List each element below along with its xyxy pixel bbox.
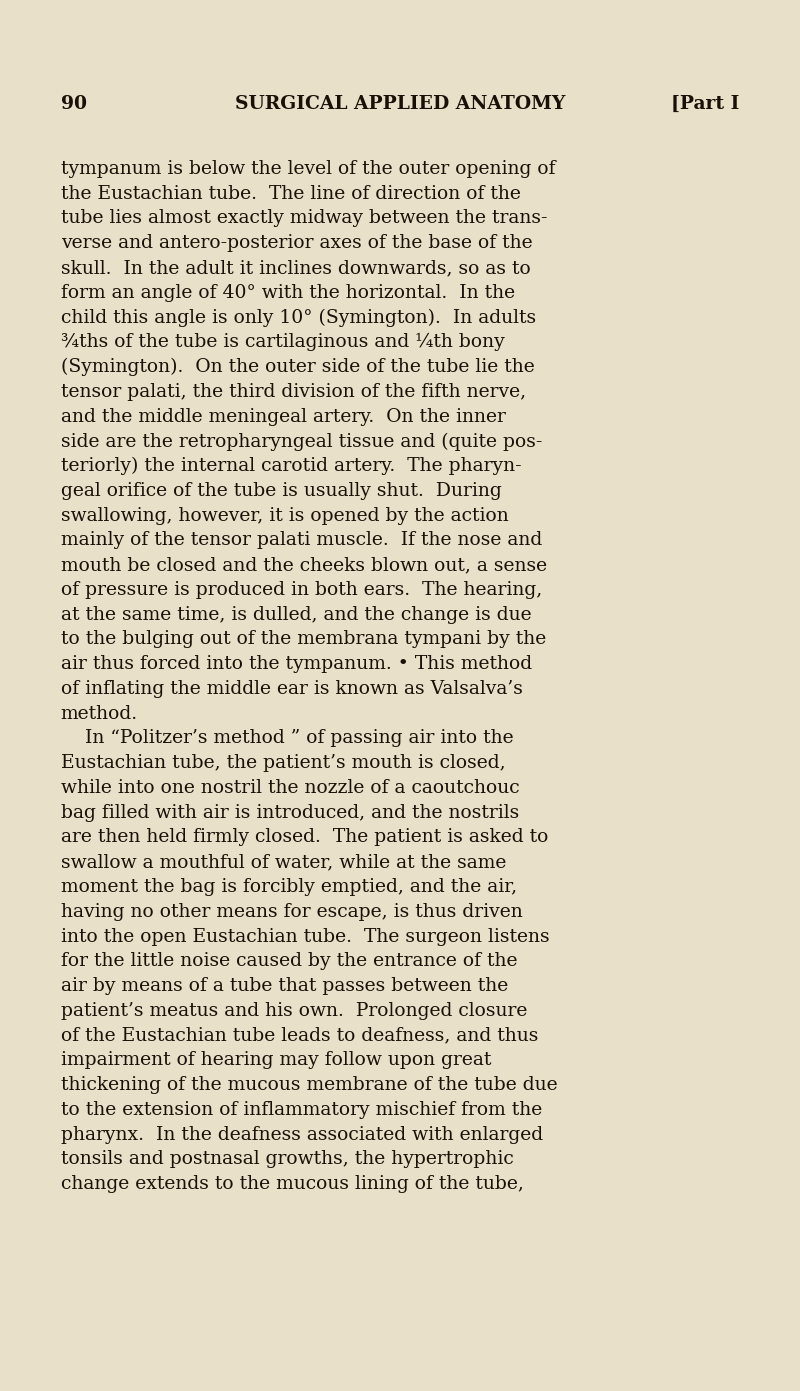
Text: method.: method.: [61, 705, 138, 723]
Text: to the extension of inflammatory mischief from the: to the extension of inflammatory mischie…: [61, 1100, 542, 1118]
Text: mouth be closed and the cheeks blown out, a sense: mouth be closed and the cheeks blown out…: [61, 556, 547, 574]
Text: moment the bag is forcibly emptied, and the air,: moment the bag is forcibly emptied, and …: [61, 878, 517, 896]
Text: bag filled with air is introduced, and the nostrils: bag filled with air is introduced, and t…: [61, 804, 519, 822]
Text: geal orifice of the tube is usually shut.  During: geal orifice of the tube is usually shut…: [61, 481, 502, 499]
Text: mainly of the tensor palati muscle.  If the nose and: mainly of the tensor palati muscle. If t…: [61, 531, 542, 549]
Text: and the middle meningeal artery.  On the inner: and the middle meningeal artery. On the …: [61, 408, 506, 426]
Text: patient’s meatus and his own.  Prolonged closure: patient’s meatus and his own. Prolonged …: [61, 1002, 527, 1020]
Text: to the bulging out of the membrana tympani by the: to the bulging out of the membrana tympa…: [61, 630, 546, 648]
Text: child this angle is only 10° (Symington).  In adults: child this angle is only 10° (Symington)…: [61, 309, 536, 327]
Text: swallow a mouthful of water, while at the same: swallow a mouthful of water, while at th…: [61, 853, 506, 871]
Text: change extends to the mucous lining of the tube,: change extends to the mucous lining of t…: [61, 1175, 524, 1193]
Text: (Symington).  On the outer side of the tube lie the: (Symington). On the outer side of the tu…: [61, 357, 534, 377]
Text: of pressure is produced in both ears.  The hearing,: of pressure is produced in both ears. Th…: [61, 581, 542, 600]
Text: are then held firmly closed.  The patient is asked to: are then held firmly closed. The patient…: [61, 829, 548, 847]
Text: impairment of hearing may follow upon great: impairment of hearing may follow upon gr…: [61, 1052, 491, 1070]
Text: side are the retropharyngeal tissue and (quite pos-: side are the retropharyngeal tissue and …: [61, 433, 542, 451]
Text: for the little noise caused by the entrance of the: for the little noise caused by the entra…: [61, 953, 518, 971]
Text: at the same time, is dulled, and the change is due: at the same time, is dulled, and the cha…: [61, 605, 531, 623]
Text: teriorly) the internal carotid artery.  The pharyn-: teriorly) the internal carotid artery. T…: [61, 458, 522, 476]
Text: Eustachian tube, the patient’s mouth is closed,: Eustachian tube, the patient’s mouth is …: [61, 754, 506, 772]
Text: tonsils and postnasal growths, the hypertrophic: tonsils and postnasal growths, the hyper…: [61, 1150, 514, 1168]
Text: form an angle of 40° with the horizontal.  In the: form an angle of 40° with the horizontal…: [61, 284, 515, 302]
Text: air thus forced into the tympanum. • This method: air thus forced into the tympanum. • Thi…: [61, 655, 532, 673]
Text: tensor palati, the third division of the fifth nerve,: tensor palati, the third division of the…: [61, 383, 526, 401]
Text: pharynx.  In the deafness associated with enlarged: pharynx. In the deafness associated with…: [61, 1125, 543, 1143]
Text: 90: 90: [61, 95, 86, 113]
Text: into the open Eustachian tube.  The surgeon listens: into the open Eustachian tube. The surge…: [61, 928, 550, 946]
Text: SURGICAL APPLIED ANATOMY: SURGICAL APPLIED ANATOMY: [235, 95, 565, 113]
Text: of inflating the middle ear is known as Valsalva’s: of inflating the middle ear is known as …: [61, 680, 522, 698]
Text: thickening of the mucous membrane of the tube due: thickening of the mucous membrane of the…: [61, 1077, 558, 1095]
Text: [Part I: [Part I: [671, 95, 739, 113]
Text: skull.  In the adult it inclines downwards, so as to: skull. In the adult it inclines downward…: [61, 259, 530, 277]
Text: ¾ths of the tube is cartilaginous and ¼th bony: ¾ths of the tube is cartilaginous and ¼t…: [61, 334, 505, 352]
Text: In “Politzer’s method ” of passing air into the: In “Politzer’s method ” of passing air i…: [61, 729, 514, 747]
Text: having no other means for escape, is thus driven: having no other means for escape, is thu…: [61, 903, 522, 921]
Text: air by means of a tube that passes between the: air by means of a tube that passes betwe…: [61, 976, 508, 995]
Text: tympanum is below the level of the outer opening of: tympanum is below the level of the outer…: [61, 160, 555, 178]
Text: the Eustachian tube.  The line of direction of the: the Eustachian tube. The line of directi…: [61, 185, 521, 203]
Text: of the Eustachian tube leads to deafness, and thus: of the Eustachian tube leads to deafness…: [61, 1027, 538, 1045]
Text: tube lies almost exactly midway between the trans-: tube lies almost exactly midway between …: [61, 210, 547, 228]
Text: swallowing, however, it is opened by the action: swallowing, however, it is opened by the…: [61, 506, 509, 524]
Text: while into one nostril the nozzle of a caoutchouc: while into one nostril the nozzle of a c…: [61, 779, 519, 797]
Text: verse and antero-posterior axes of the base of the: verse and antero-posterior axes of the b…: [61, 234, 533, 252]
